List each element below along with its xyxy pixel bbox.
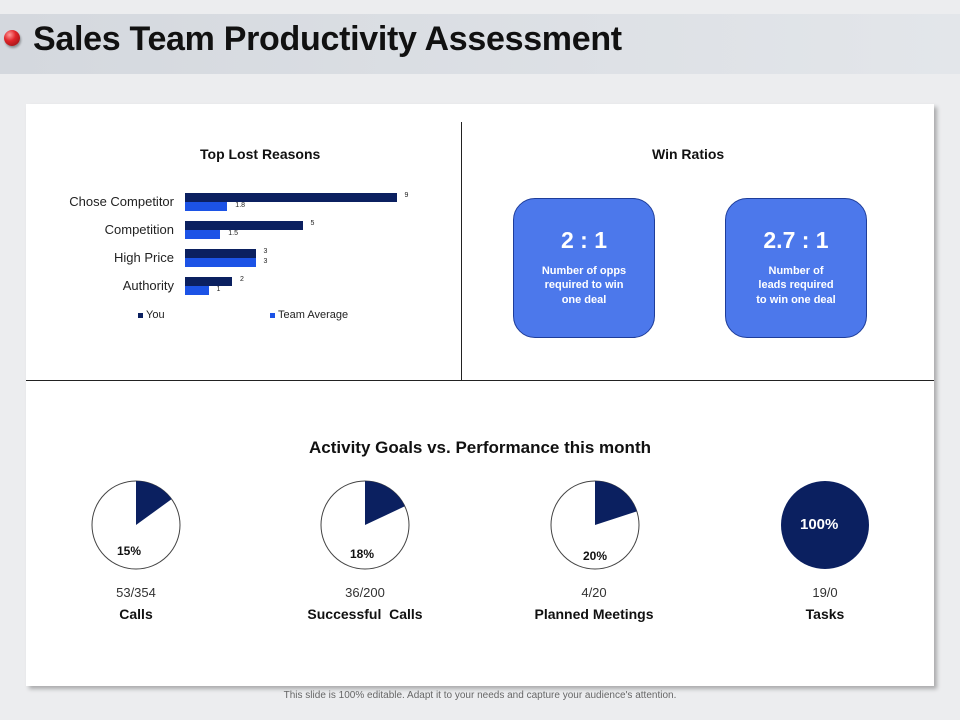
bar-value-label: 5 bbox=[310, 220, 315, 227]
bar-category-label: Chose Competitor bbox=[69, 194, 174, 209]
bar-you bbox=[185, 249, 256, 258]
label-calls: Calls bbox=[119, 606, 153, 622]
desc-line: leads required bbox=[758, 279, 834, 292]
pie-slice-filled bbox=[781, 481, 869, 569]
legend-team-label: Team Average bbox=[278, 309, 349, 321]
label-planned-meetings: Planned Meetings bbox=[534, 606, 654, 622]
bar-you bbox=[185, 277, 232, 286]
bar-you bbox=[185, 221, 303, 230]
bar-category-label: High Price bbox=[114, 250, 174, 265]
ratio-planned-meetings: 4/20 bbox=[581, 585, 607, 600]
bar-value-label: 3 bbox=[263, 258, 268, 265]
bar-team-average bbox=[185, 258, 256, 267]
bar-value-label: 2 bbox=[240, 276, 244, 283]
legend-you-label: You bbox=[146, 309, 165, 321]
win-ratios-title: Win Ratios bbox=[652, 146, 725, 162]
bar-value-label: 1.8 bbox=[235, 202, 246, 209]
pie-percent-successful-calls: 18% bbox=[350, 547, 375, 561]
ratio-tasks: 19/0 bbox=[812, 585, 838, 600]
bar-team-average bbox=[185, 230, 221, 239]
pie-slice-filled bbox=[136, 481, 172, 525]
label-successful-calls: Successful Calls bbox=[307, 606, 423, 622]
win-ratio-card-opps: 2 : 1 Number of opps required to win one… bbox=[513, 198, 655, 338]
ratio-successful-calls: 36/200 bbox=[345, 585, 385, 600]
pie-percent-tasks: 100% bbox=[800, 516, 839, 533]
pie-slice-filled bbox=[365, 481, 405, 525]
bar-team-average bbox=[185, 286, 209, 295]
desc-line: Number of opps bbox=[541, 265, 627, 277]
title-bar bbox=[0, 14, 960, 74]
pie-chart-tasks bbox=[781, 481, 869, 569]
bar-category-label: Competition bbox=[104, 222, 174, 237]
pie-chart-calls bbox=[91, 480, 181, 570]
footer-note: This slide is 100% editable. Adapt it to… bbox=[283, 690, 677, 701]
red-bullet-icon bbox=[4, 30, 20, 46]
bar-value-label: 3 bbox=[263, 248, 268, 255]
pie-percent-calls: 15% bbox=[117, 544, 142, 558]
win-ratio-description: Number of opps required to win one deal bbox=[536, 264, 632, 307]
legend-team-swatch bbox=[270, 313, 275, 318]
bar-value-label: 1 bbox=[216, 286, 221, 293]
win-ratio-value: 2 : 1 bbox=[560, 227, 608, 253]
horizontal-divider bbox=[26, 380, 934, 381]
bar-team-average bbox=[185, 202, 228, 211]
lost-reasons-title: Top Lost Reasons bbox=[200, 146, 321, 162]
win-ratio-description: Number of leads required to win one deal bbox=[748, 264, 844, 307]
activity-title: Activity Goals vs. Performance this mont… bbox=[309, 438, 651, 457]
desc-line: to win one deal bbox=[756, 293, 836, 306]
legend-you-swatch bbox=[138, 313, 143, 318]
win-ratio-card-leads: 2.7 : 1 Number of leads required to win … bbox=[725, 198, 867, 338]
pie-slice-filled bbox=[595, 481, 637, 525]
bar-value-label: 9 bbox=[404, 192, 409, 199]
bar-value-label: 1.5 bbox=[228, 230, 238, 237]
vertical-divider bbox=[461, 122, 462, 380]
ratio-calls: 53/354 bbox=[116, 585, 156, 600]
desc-line: required to win bbox=[544, 279, 624, 292]
desc-line: one deal bbox=[561, 293, 607, 306]
bar-you bbox=[185, 193, 397, 202]
slide-title: Sales Team Productivity Assessment bbox=[33, 20, 622, 58]
pie-percent-planned-meetings: 20% bbox=[583, 549, 608, 563]
label-tasks: Tasks bbox=[805, 606, 845, 622]
pie-chart-planned-meetings bbox=[550, 480, 640, 570]
pie-chart-successful-calls bbox=[320, 480, 410, 570]
bar-category-label: Authority bbox=[122, 278, 174, 293]
win-ratio-value: 2.7 : 1 bbox=[763, 227, 829, 253]
desc-line: Number of bbox=[768, 265, 824, 277]
